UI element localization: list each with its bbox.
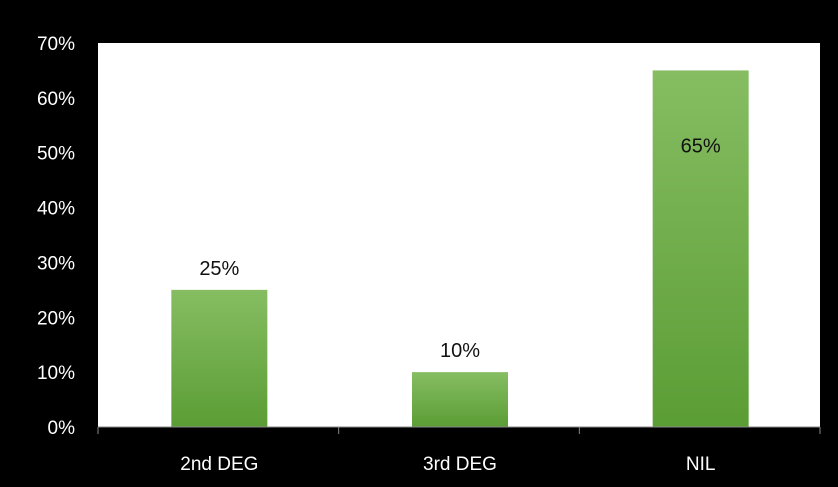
bar-nil — [652, 70, 749, 427]
x-axis-ticks — [97, 427, 821, 434]
data-label: 65% — [681, 135, 721, 157]
y-tick-label: 10% — [37, 363, 75, 384]
y-tick-label: 0% — [48, 418, 76, 439]
bar-2nd-deg — [171, 289, 268, 427]
y-tick-label: 40% — [37, 199, 75, 220]
data-label: 25% — [199, 258, 239, 280]
y-tick-label: 60% — [37, 89, 75, 110]
y-tick-label: 50% — [37, 144, 75, 165]
y-tick-label: 20% — [37, 308, 75, 329]
x-tick-label: NIL — [686, 454, 716, 475]
data-label: 10% — [440, 340, 480, 362]
x-tick-label: 3rd DEG — [423, 454, 497, 475]
y-tick-label: 30% — [37, 253, 75, 274]
bars — [171, 70, 749, 427]
y-tick-label: 70% — [37, 34, 75, 55]
x-axis-tick-labels: 2nd DEG 3rd DEG NIL — [180, 454, 715, 475]
bar-3rd-deg — [412, 372, 508, 427]
data-labels: 25% 10% 65% — [199, 135, 721, 362]
y-axis-tick-labels: 0% 10% 20% 30% 40% 50% 60% 70% — [37, 34, 75, 439]
x-tick-label: 2nd DEG — [180, 454, 258, 475]
